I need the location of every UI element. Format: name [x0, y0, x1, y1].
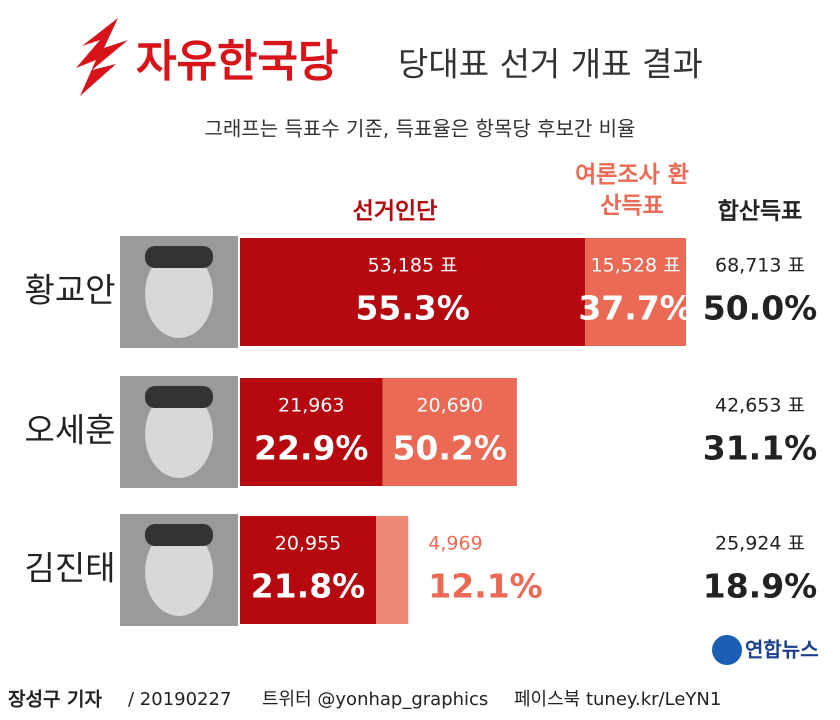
bar: [240, 238, 586, 346]
total-label: 42,653 표: [715, 395, 805, 417]
photo-hair: [145, 524, 213, 546]
total-label: 25,924 표: [715, 533, 805, 555]
category-label: 김진태: [24, 549, 115, 588]
share-label: 22.9%: [254, 429, 369, 468]
value-label: 53,185 표: [368, 255, 458, 277]
source: 연합뉴스: [745, 638, 819, 662]
byline: 장성구 기자: [8, 689, 103, 711]
subtitle: 그래프는 득표수 기준, 득표율은 항목당 후보간 비율: [205, 117, 636, 141]
value-label: 15,528 표: [591, 255, 681, 277]
series-header: 여론조사 환산득표: [575, 162, 689, 219]
share-label: 21.8%: [251, 567, 366, 606]
total-share-label: 18.9%: [703, 567, 818, 606]
bar: [240, 378, 383, 486]
source-logo: [712, 635, 742, 665]
share-label: 12.1%: [428, 567, 543, 606]
bar: [382, 378, 517, 486]
value-label: 21,963: [278, 395, 344, 417]
share-label: 55.3%: [355, 289, 470, 328]
total-share-label: 50.0%: [703, 289, 818, 328]
value-label: 20,955: [275, 533, 341, 555]
facebook: 페이스북 tuney.kr/LeYN1: [514, 689, 721, 710]
total-label: 68,713 표: [715, 255, 805, 277]
photo-face: [145, 390, 213, 478]
twitter: 트위터 @yonhap_graphics: [262, 689, 488, 710]
party-logo: [76, 18, 128, 96]
chart-title: 당대표 선거 개표 결과: [398, 45, 703, 84]
photo-hair: [145, 386, 213, 408]
category-label: 오세훈: [24, 411, 115, 450]
share-label: 50.2%: [392, 429, 507, 468]
share-label: 37.7%: [578, 289, 693, 328]
totals-header: 합산득표: [718, 199, 803, 225]
photo-hair: [145, 246, 213, 268]
bar: [240, 516, 377, 624]
total-share-label: 31.1%: [703, 429, 818, 468]
value-label: 20,690: [416, 395, 482, 417]
bar: [585, 238, 686, 346]
bar: [376, 516, 409, 624]
series-header: 선거인단: [353, 199, 438, 225]
date: / 20190227: [128, 689, 231, 710]
photo-face: [145, 528, 213, 616]
party-name: 자유한국당: [136, 36, 338, 87]
value-label: 4,969: [428, 533, 482, 555]
photo-face: [145, 250, 213, 338]
category-label: 황교안: [24, 271, 115, 310]
